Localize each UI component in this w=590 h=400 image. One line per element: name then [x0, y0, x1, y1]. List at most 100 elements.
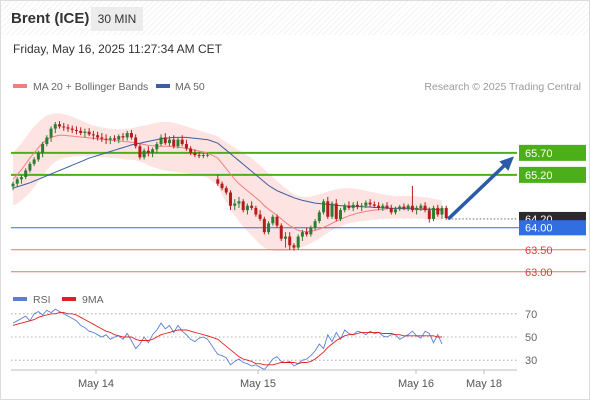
- candle-body: [168, 139, 172, 144]
- candle-body: [279, 225, 283, 239]
- candle-body: [28, 163, 32, 171]
- candle-body: [444, 207, 448, 219]
- candle-body: [288, 236, 292, 246]
- candle-body: [121, 136, 125, 138]
- candle-body: [41, 144, 45, 153]
- candle-body: [440, 207, 444, 215]
- pivot-tag-front: [519, 220, 586, 236]
- candle-body: [398, 206, 402, 210]
- candle-body: [237, 201, 241, 204]
- candle-body: [117, 136, 121, 140]
- level-label-63.50: 63.50: [525, 245, 553, 257]
- candle-body: [258, 214, 262, 219]
- bollinger-band: [13, 113, 442, 252]
- candle-body: [309, 227, 313, 235]
- candle-body: [355, 204, 359, 207]
- candle-body: [146, 150, 150, 153]
- candle-body: [410, 205, 414, 211]
- candle-body: [377, 205, 381, 208]
- x-tick-label: May 15: [240, 378, 276, 390]
- candle-body: [389, 207, 393, 213]
- forecast-arrow-shaft: [447, 164, 506, 220]
- candle-body: [58, 124, 62, 127]
- candle-body: [334, 203, 338, 219]
- candle-body: [66, 127, 70, 129]
- candle-body: [155, 144, 159, 150]
- candle-body: [313, 221, 317, 228]
- main-legend: MA 20 + Bollinger Bands MA 50 Research ©…: [13, 81, 581, 93]
- candle-body: [271, 216, 275, 224]
- rsi-line: [12, 308, 443, 371]
- price-levels: [11, 151, 586, 273]
- candle-body: [343, 205, 347, 211]
- candle-body: [216, 179, 220, 184]
- candle-body: [245, 205, 249, 211]
- rsi-legend-swatch: [13, 297, 27, 301]
- candle-body: [338, 210, 342, 219]
- candle-body: [241, 201, 245, 211]
- ma50-legend-swatch: [156, 84, 170, 88]
- candle-body: [83, 131, 87, 134]
- candle-body: [74, 129, 78, 131]
- candle-body: [364, 202, 368, 206]
- candle-body: [36, 152, 40, 160]
- candle-body: [129, 133, 133, 138]
- candle-body: [91, 134, 95, 136]
- candle-body: [300, 232, 304, 237]
- candle-body: [267, 223, 271, 233]
- candle-body: [24, 170, 28, 178]
- ma20-legend-label: MA 20 + Bollinger Bands: [33, 81, 148, 93]
- candle-body: [229, 192, 232, 206]
- candle-body: [393, 209, 397, 213]
- candle-body: [254, 207, 258, 215]
- rsi-tick-70: 70: [525, 309, 537, 321]
- candle-body: [360, 205, 364, 207]
- candle-body: [326, 201, 330, 217]
- candle-body: [70, 128, 74, 130]
- timeframe-badge[interactable]: 30 MIN: [91, 7, 143, 31]
- candle-body: [142, 150, 146, 158]
- candle-body: [262, 218, 266, 233]
- candle-body: [224, 188, 228, 193]
- candle-body: [233, 203, 237, 206]
- x-tick-label: May 14: [78, 378, 114, 390]
- ma50-line: [12, 136, 442, 211]
- candle-body: [317, 212, 321, 222]
- ma50-legend-label: MA 50: [175, 81, 205, 93]
- rsi-legend-label: RSI: [33, 294, 51, 306]
- level-tag-65.70: [519, 144, 586, 161]
- rsi-legend: RSI 9MA: [13, 294, 104, 306]
- rsi-panel: 70 50 30: [11, 308, 537, 371]
- candle-body: [372, 204, 376, 206]
- candle-body: [104, 138, 108, 140]
- level-label-65.20: 65.20: [525, 170, 553, 182]
- ma9-legend-label: 9MA: [82, 294, 104, 306]
- candle-body: [415, 207, 419, 211]
- x-tick-label: May 16: [398, 378, 434, 390]
- level-label-65.70: 65.70: [525, 148, 553, 160]
- candle-body: [423, 205, 427, 211]
- candle-body: [381, 205, 385, 208]
- candle-body: [283, 236, 287, 239]
- candle-body: [206, 154, 210, 156]
- candlesticks: [11, 121, 448, 251]
- candle-body: [96, 135, 100, 138]
- candle-body: [220, 183, 224, 189]
- candle-body: [62, 126, 66, 128]
- candle-body: [151, 149, 155, 153]
- candle-body: [385, 205, 389, 208]
- candle-body: [113, 138, 117, 140]
- candle-body: [11, 183, 15, 187]
- candle-body: [15, 179, 19, 184]
- candle-body: [176, 139, 180, 147]
- candle-body: [19, 177, 23, 180]
- candle-body: [432, 207, 436, 219]
- candle-body: [427, 210, 431, 219]
- candle-body: [201, 155, 205, 157]
- candle-body: [197, 155, 201, 157]
- candle-body: [53, 124, 57, 129]
- candle-body: [32, 159, 36, 164]
- candle-body: [305, 232, 309, 235]
